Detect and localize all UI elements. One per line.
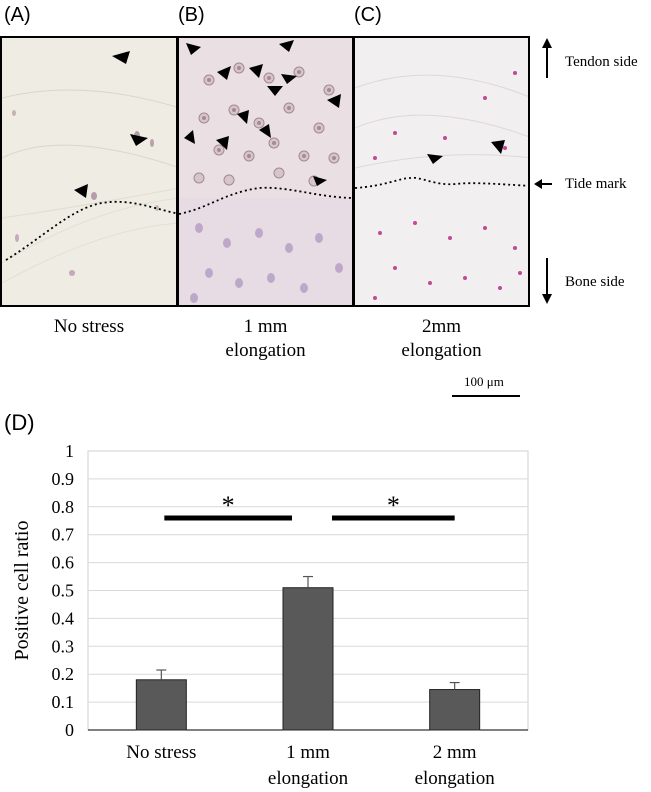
caption-1mm: 1 mm elongation bbox=[177, 315, 354, 363]
y-tick-label: 0 bbox=[65, 720, 74, 740]
label-tide-mark: Tide mark bbox=[565, 176, 627, 192]
panel-label-b: (B) bbox=[178, 4, 205, 26]
label-tendon-side: Tendon side bbox=[565, 54, 638, 70]
bar bbox=[429, 689, 481, 731]
x-tick-label: No stress bbox=[126, 742, 196, 763]
panel-label-a: (A) bbox=[4, 4, 31, 26]
x-tick-label: 2 mm bbox=[433, 742, 477, 763]
panel-label-d: (D) bbox=[4, 410, 35, 435]
y-tick-label: 0.8 bbox=[52, 497, 75, 517]
micrograph-1mm-elongation bbox=[177, 36, 354, 307]
scale-bar-label: 100 μm bbox=[464, 374, 504, 389]
scale-bar bbox=[452, 395, 520, 397]
x-tick-label: 1 mm bbox=[286, 742, 330, 763]
caption-1mm-line2: elongation bbox=[225, 340, 306, 361]
x-tick-label: elongation bbox=[415, 768, 496, 789]
caption-2mm-line2: elongation bbox=[401, 340, 482, 361]
bar bbox=[135, 679, 187, 731]
y-tick-label: 0.3 bbox=[52, 636, 75, 656]
orientation-arrows bbox=[534, 38, 552, 304]
y-tick-label: 0.5 bbox=[52, 581, 75, 601]
y-tick-label: 0.4 bbox=[52, 608, 75, 628]
y-tick-label: 0.2 bbox=[52, 664, 75, 684]
y-tick-label: 0.1 bbox=[52, 692, 75, 712]
y-axis-label: Positive cell ratio bbox=[11, 521, 33, 661]
bar bbox=[282, 587, 334, 731]
micrograph-2mm-elongation bbox=[353, 36, 530, 307]
significance-star: * bbox=[387, 491, 400, 520]
caption-no-stress: No stress bbox=[53, 316, 125, 337]
y-tick-label: 0.7 bbox=[52, 525, 75, 545]
panel-label-c: (C) bbox=[354, 4, 382, 26]
label-bone-side: Bone side bbox=[565, 274, 625, 290]
y-tick-label: 1 bbox=[65, 441, 74, 461]
caption-2mm-line1: 2mm bbox=[421, 316, 462, 337]
significance-star: * bbox=[222, 491, 235, 520]
micrograph-no-stress bbox=[0, 36, 178, 307]
caption-1mm-line1: 1 mm bbox=[243, 316, 288, 337]
caption-2mm: 2mm elongation bbox=[353, 315, 530, 363]
y-tick-label: 0.6 bbox=[52, 553, 75, 573]
y-tick-label: 0.9 bbox=[52, 469, 75, 489]
x-tick-label: elongation bbox=[268, 768, 349, 789]
